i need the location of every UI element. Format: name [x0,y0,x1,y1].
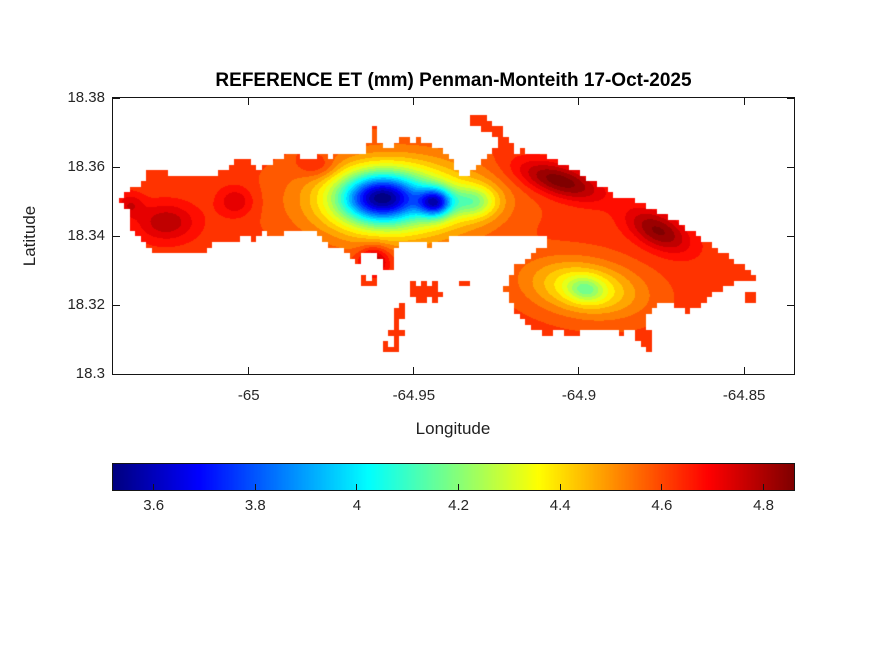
x-axis-tick [413,367,415,374]
colorbar-tick [559,484,561,490]
y-axis-tick-right [787,235,794,237]
x-tick-label: -64.95 [392,387,436,404]
y-axis-tick-right [787,97,794,99]
x-axis-tick-top [248,98,250,105]
colorbar [112,463,795,491]
colorbar-tick-label: 3.8 [244,497,266,514]
y-axis-tick [113,373,120,375]
y-axis-tick [113,166,120,168]
et-contour-canvas [113,98,794,374]
y-tick-label: 18.34 [67,227,105,244]
colorbar-tick-label: 4.2 [448,497,470,514]
colorbar-gradient-canvas [113,464,794,490]
plot-area [112,97,795,375]
x-axis-tick [743,367,745,374]
x-axis-tick-top [413,98,415,105]
colorbar-tick-label: 4.8 [753,497,774,514]
x-axis-tick [248,367,250,374]
x-axis-tick-top [743,98,745,105]
x-axis-tick [578,367,580,374]
y-axis-tick [113,235,120,237]
x-tick-label: -64.85 [722,387,766,404]
y-axis-tick [113,97,120,99]
x-axis-label: Longitude [415,419,491,438]
colorbar-tick-label: 4.4 [549,497,571,514]
y-tick-label: 18.38 [67,89,105,106]
colorbar-tick [763,484,764,490]
y-tick-label: 18.32 [67,296,105,313]
colorbar-tick-label: 4 [352,497,362,514]
x-tick-label: -64.9 [561,387,597,404]
x-tick-label: -65 [237,387,260,404]
colorbar-tick [356,484,358,490]
colorbar-tick [458,484,460,490]
y-axis-tick-right [787,166,794,168]
colorbar-tick [153,484,155,490]
colorbar-tick-label: 4.6 [651,497,673,514]
x-axis-tick-top [578,98,580,105]
colorbar-tick [254,484,256,490]
y-tick-label: 18.36 [67,158,105,175]
y-axis-tick-right [787,373,794,375]
y-tick-label: 18.3 [75,365,105,382]
colorbar-tick [661,484,663,490]
colorbar-tick-label: 3.6 [143,497,165,514]
y-axis-tick [113,304,120,306]
y-axis-tick-right [787,304,794,306]
plot-title: REFERENCE ET (mm) Penman-Monteith 17-Oct… [215,70,692,91]
